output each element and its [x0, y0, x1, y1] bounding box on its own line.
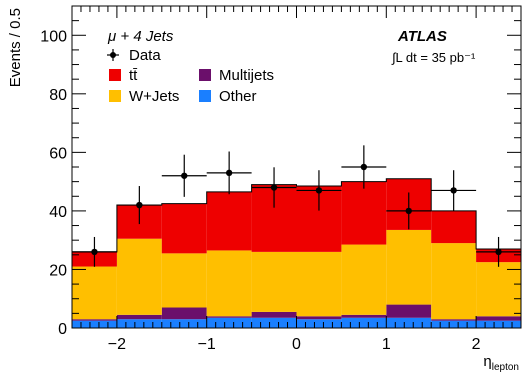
y-tick-label-3: 60	[49, 145, 67, 162]
bar-wjets-3	[206, 250, 252, 317]
bar-wjets-6	[341, 244, 387, 315]
bar-wjets-8	[431, 243, 477, 320]
legend-swatch-4	[199, 90, 211, 102]
data-point-7	[405, 207, 412, 215]
bar-multijets-0	[72, 319, 117, 321]
bar-other-7	[386, 317, 432, 328]
legend-data-marker	[110, 52, 116, 58]
legend-swatch-3	[109, 90, 121, 102]
data-point-5	[315, 187, 323, 194]
x-tick-label-1: −1	[198, 336, 216, 353]
x-tick-label-3: 1	[382, 336, 391, 353]
bar-other-4	[251, 317, 297, 328]
legend-title: μ + 4 Jets	[107, 28, 174, 45]
bar-multijets-9	[476, 316, 521, 321]
bar-multijets-3	[206, 316, 252, 318]
bar-other-3	[206, 317, 252, 328]
legend-swatch-1	[109, 69, 121, 81]
bar-other-0	[72, 320, 117, 328]
bar-wjets-9	[476, 262, 521, 317]
bar-other-8	[431, 320, 477, 328]
bar-multijets-2	[161, 307, 207, 320]
bar-multijets-8	[431, 319, 477, 321]
bar-wjets-1	[116, 238, 162, 315]
data-point-1	[136, 201, 143, 209]
y-tick-label-2: 40	[49, 204, 67, 221]
y-tick-label-1: 20	[49, 262, 67, 279]
stacked-histogram	[71, 178, 522, 328]
data-point-3	[225, 169, 233, 177]
bar-tt-2	[161, 203, 207, 254]
data-points	[72, 145, 521, 267]
data-point-6	[360, 163, 368, 171]
legend: μ + 4 Jets Data tt̄ Multijets W+Jets Other	[107, 28, 274, 105]
legend-label-0: Data	[129, 47, 161, 64]
bar-tt-8	[431, 210, 477, 244]
bar-tt-3	[206, 191, 252, 251]
bar-multijets-4	[251, 311, 297, 318]
legend-swatch-2	[199, 69, 211, 81]
bar-multijets-7	[386, 304, 432, 318]
bar-multijets-1	[116, 314, 162, 320]
legend-label-3: W+Jets	[129, 88, 179, 105]
experiment-label: ATLAS	[397, 28, 447, 45]
bar-multijets-5	[296, 316, 342, 320]
x-tick-label-2: 0	[292, 336, 301, 353]
bar-wjets-0	[72, 266, 117, 320]
y-tick-label-5: 100	[40, 28, 67, 45]
bar-other-2	[161, 319, 207, 328]
x-axis-title: ηlepton	[483, 353, 519, 373]
bar-wjets-5	[296, 251, 342, 317]
x-tick-label-4: 2	[472, 336, 481, 353]
data-point-4	[270, 184, 278, 191]
y-tick-label-0: 0	[58, 321, 67, 338]
bar-other-6	[341, 317, 387, 328]
data-point-2	[181, 172, 188, 179]
legend-label-4: Other	[219, 88, 257, 105]
bar-wjets-2	[161, 253, 207, 308]
data-point-0	[91, 248, 98, 256]
axis-ticks: 0 20 40 60 80 100 −2 −1 0 1 2	[40, 5, 522, 353]
y-axis-title: Events / 0.5	[7, 8, 24, 87]
x-tick-label-0: −2	[108, 336, 126, 353]
y-tick-label-4: 80	[49, 87, 67, 104]
legend-label-1: tt̄	[129, 67, 138, 84]
bar-other-1	[116, 319, 162, 328]
bar-wjets-4	[251, 251, 297, 312]
bar-tt-6	[341, 181, 387, 245]
bar-wjets-7	[386, 229, 432, 305]
x-axis-title-subscript: lepton	[492, 362, 519, 373]
bar-other-5	[296, 319, 342, 328]
bar-multijets-6	[341, 314, 387, 318]
legend-label-2: Multijets	[219, 67, 274, 84]
data-point-8	[450, 187, 457, 194]
bar-other-9	[476, 320, 521, 328]
luminosity-label: ∫L dt = 35 pb⁻¹	[391, 50, 476, 65]
x-axis-title-main: η	[483, 353, 491, 370]
data-point-9	[495, 248, 502, 256]
